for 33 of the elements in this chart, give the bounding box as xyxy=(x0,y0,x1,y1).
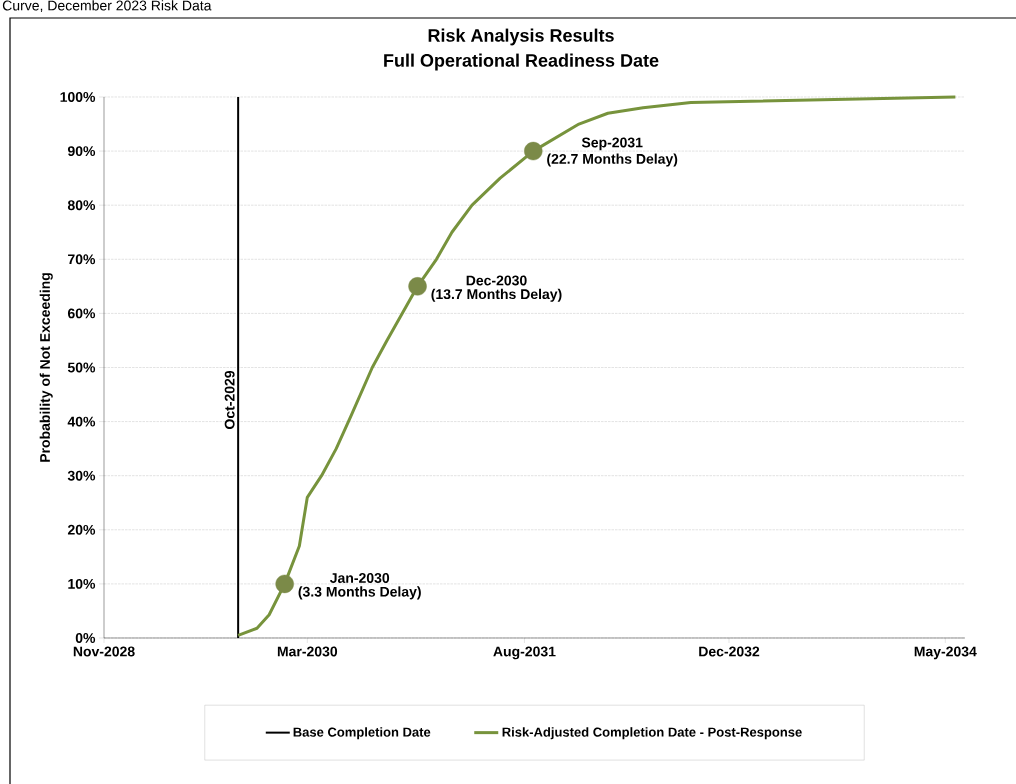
x-tick-label: Dec-2032 xyxy=(699,646,760,657)
point xyxy=(275,574,294,594)
point xyxy=(524,141,543,161)
x-tick-label: May-2034 xyxy=(914,646,977,660)
y-tick-label: 10% xyxy=(68,578,96,589)
x-tick-label: Mar-2030 xyxy=(277,646,338,657)
chart-subtitle: Full Operational Readiness Date xyxy=(384,53,659,71)
y-tick-label: 100% xyxy=(60,92,96,102)
annotation: (13.7 Months Delay) xyxy=(431,288,562,302)
y-axis-title: Probability of Not Exceeding xyxy=(39,273,53,462)
point xyxy=(408,277,427,296)
y-tick-label: 30% xyxy=(67,470,96,481)
line-series xyxy=(236,95,957,637)
annotation: Oct-2029 xyxy=(224,370,235,429)
y-tick-label: 80% xyxy=(67,200,96,211)
annotation: (22.7 Months Delay) xyxy=(547,153,678,167)
annotation: (3.3 Months Delay) xyxy=(298,586,421,600)
annotation: Dec-2030 xyxy=(466,275,527,286)
text: Curve, December 2023 Risk Data xyxy=(2,0,212,13)
y-tick-label: 90% xyxy=(67,146,96,157)
y-tick-label: 60% xyxy=(67,308,96,319)
annotation: Jan-2030 xyxy=(329,573,390,583)
legend-label: Risk-Adjusted Completion Date - Post-Response xyxy=(502,727,802,740)
y-tick-label: 70% xyxy=(68,254,96,265)
x-tick-label: Nov-2028 xyxy=(73,646,135,657)
chart-title: Risk Analysis Results xyxy=(428,28,614,46)
legend-label: Base Completion Date xyxy=(293,727,431,740)
x-tick-label: Aug-2031 xyxy=(493,646,556,660)
y-tick-label: 20% xyxy=(67,524,96,535)
y-tick-label: 50% xyxy=(67,362,96,373)
y-tick-label: 0% xyxy=(75,633,96,643)
y-tick-label: 40% xyxy=(67,416,96,427)
annotation: Sep-2031 xyxy=(581,137,643,151)
